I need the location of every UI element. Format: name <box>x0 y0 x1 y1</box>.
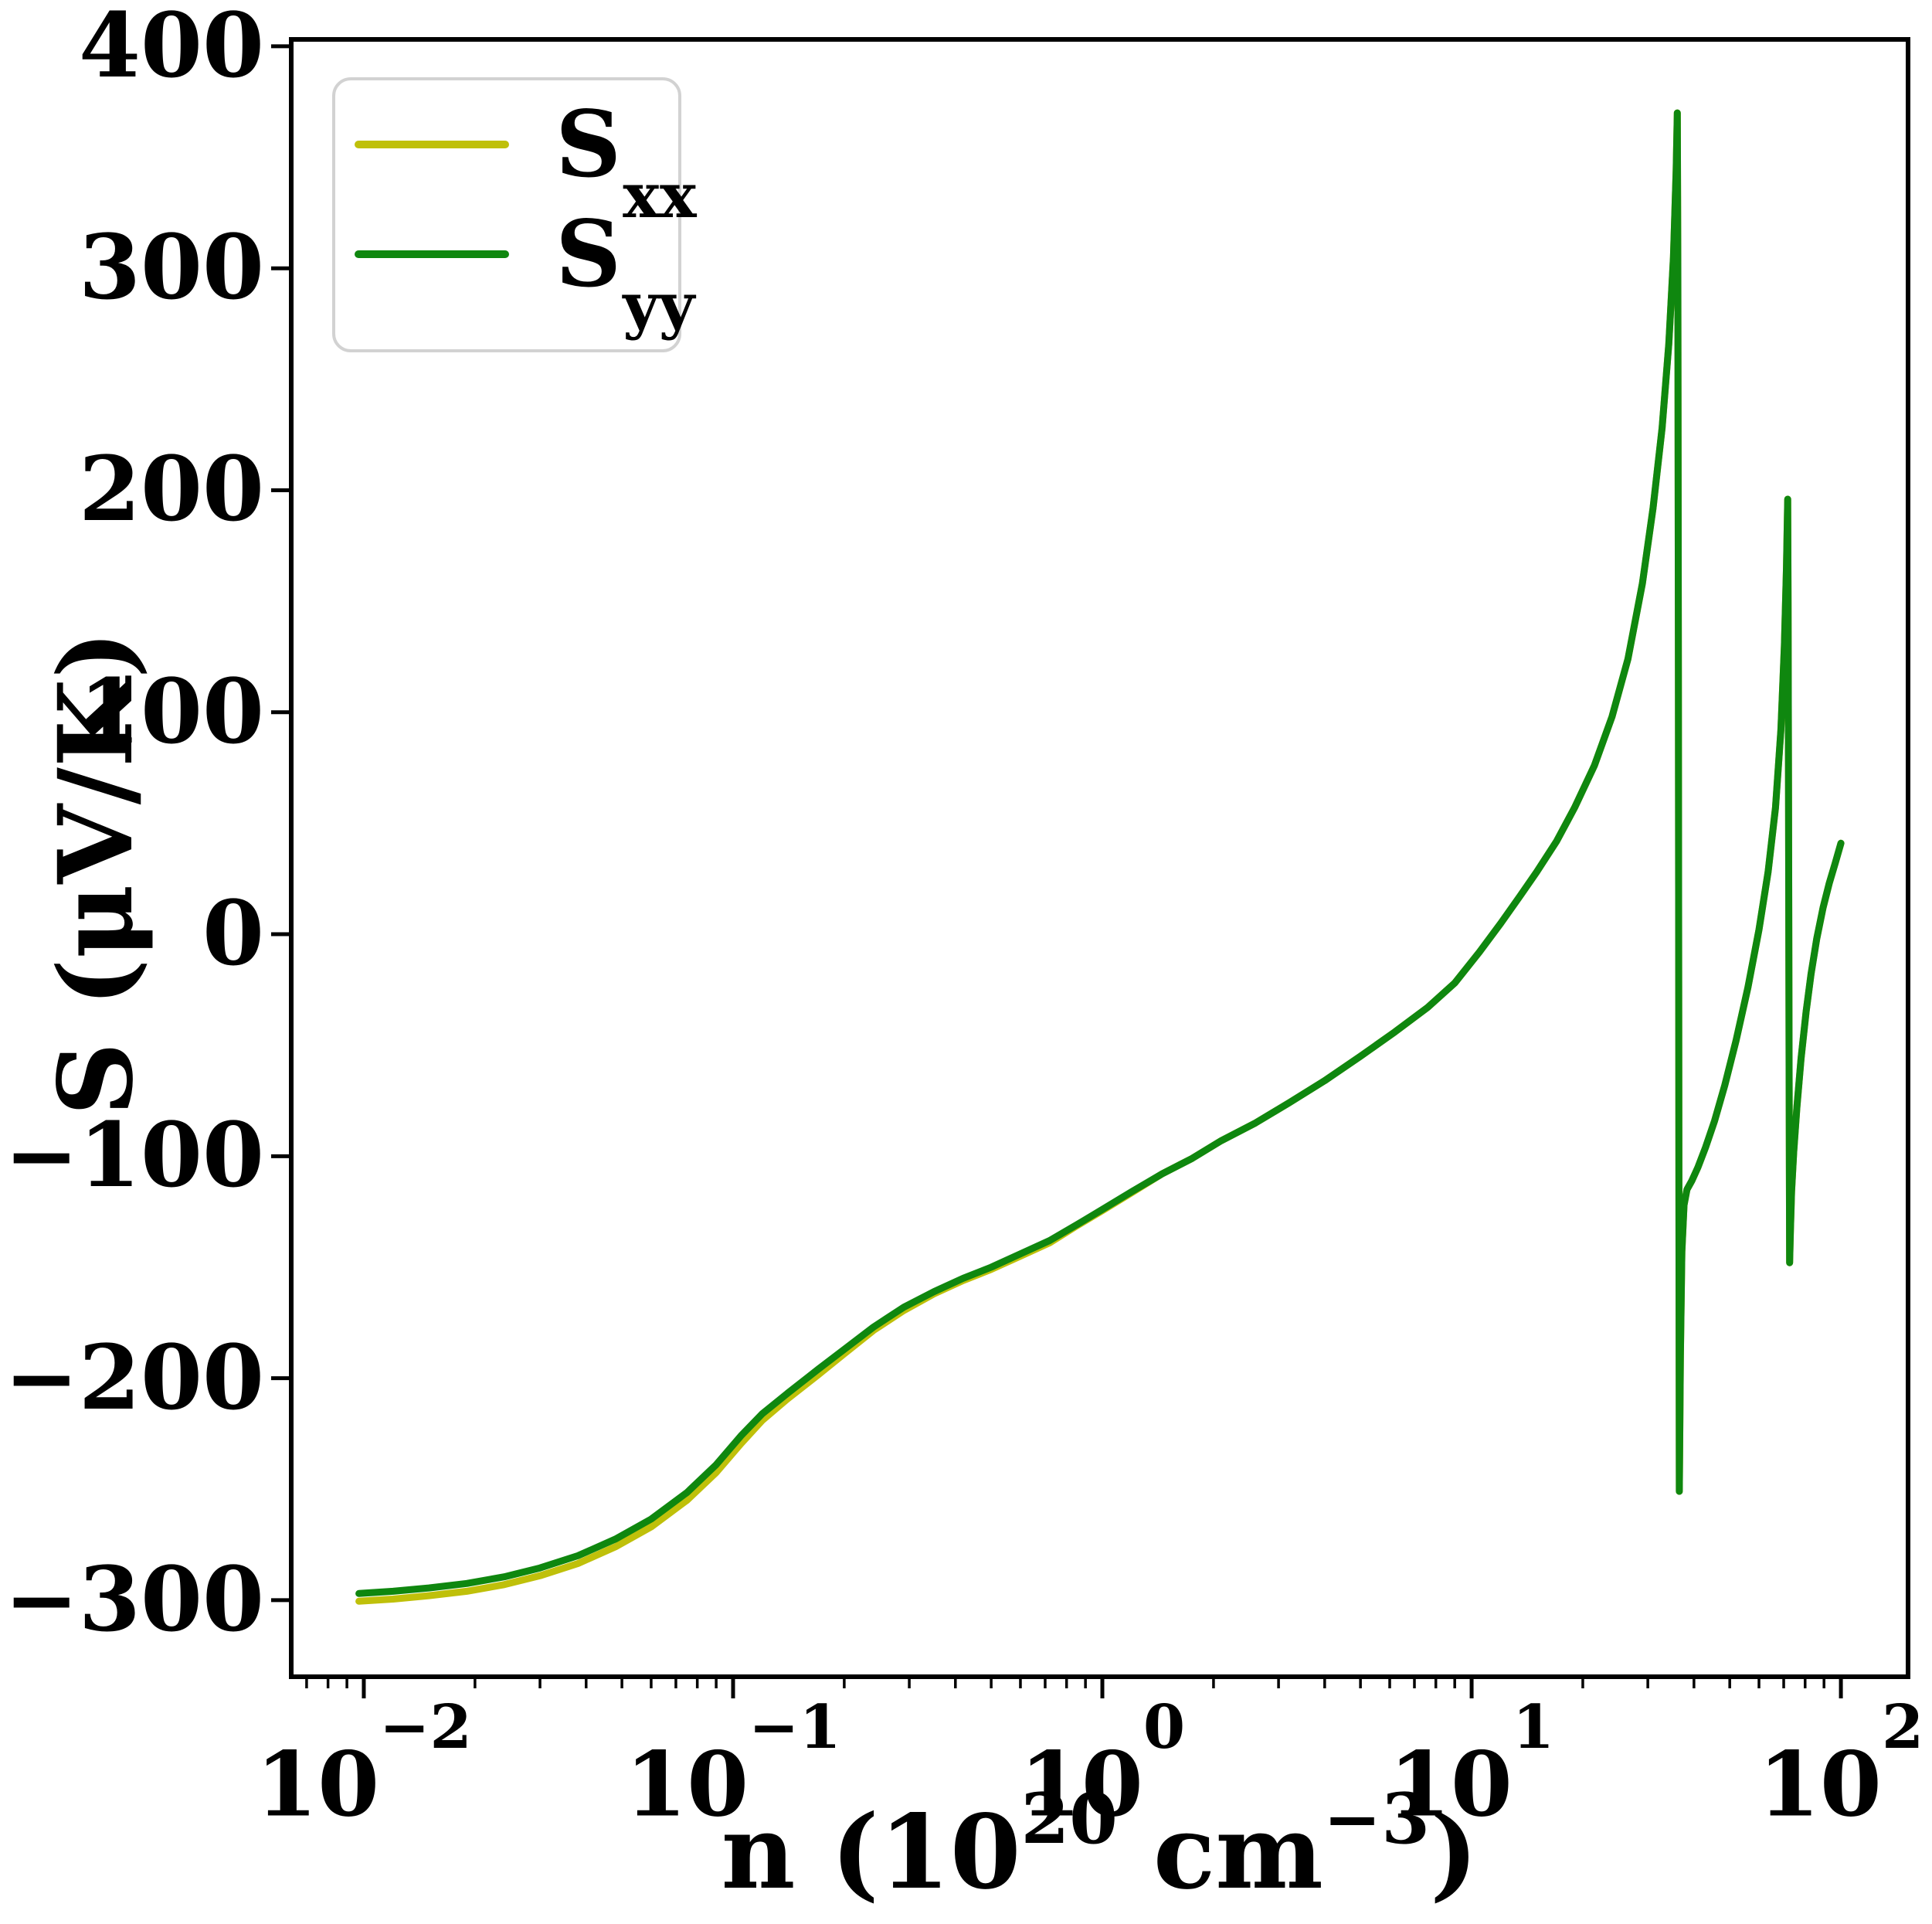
legend-line-xx <box>355 141 509 148</box>
tick-marks <box>271 44 1843 1698</box>
y-tick-label: −200 <box>4 1325 264 1430</box>
x-tick-label: 10−2 <box>225 1692 503 1837</box>
x-tick-label: 10−1 <box>594 1692 872 1837</box>
x-tick-exponent: 0 <box>1143 1692 1186 1763</box>
x-axis-title-exponent-minus3: −3 <box>1323 1778 1430 1860</box>
x-axis-title-suffix: ) <box>1429 1793 1479 1912</box>
x-tick-exponent: −2 <box>379 1692 472 1763</box>
legend-label-yy: Syy <box>555 196 694 342</box>
plot-border <box>289 37 1910 1679</box>
x-tick-base: 10 <box>1757 1732 1882 1837</box>
x-tick-exponent: −1 <box>749 1692 841 1763</box>
x-tick-base: 10 <box>256 1732 380 1837</box>
x-axis-title: n (1020 cm−3) <box>291 1778 1908 1912</box>
x-axis-title-prefix: n (10 <box>721 1793 1021 1912</box>
y-tick-label: 200 <box>78 437 264 542</box>
x-tick-label: 102 <box>1702 1692 1932 1837</box>
y-tick-label: 0 <box>202 882 264 987</box>
y-tick-label: −100 <box>4 1103 264 1208</box>
y-tick-label: −300 <box>4 1547 264 1652</box>
legend-line-yy <box>355 250 509 258</box>
y-tick-label: 400 <box>78 0 264 98</box>
legend-label-subscript: yy <box>623 268 695 342</box>
x-axis-title-exponent-20: 20 <box>1020 1778 1118 1860</box>
legend-label-symbol: S <box>555 90 622 198</box>
x-axis-title-mid: cm <box>1117 1793 1323 1912</box>
curves-group <box>355 109 1845 1605</box>
y-tick-label: 100 <box>78 659 264 764</box>
legend-label-symbol: S <box>555 200 622 308</box>
x-tick-label: 100 <box>963 1692 1241 1837</box>
series-syy-line <box>355 109 1845 1597</box>
legend-box: Sxx Syy <box>332 77 697 352</box>
legend-label-xx: Sxx <box>555 87 697 232</box>
x-tick-exponent: 1 <box>1512 1692 1555 1763</box>
x-tick-label: 101 <box>1333 1692 1611 1837</box>
x-tick-base: 10 <box>625 1732 749 1837</box>
legend-label-subscript: xx <box>623 158 697 232</box>
x-tick-base: 10 <box>1019 1732 1143 1837</box>
y-tick-label: 300 <box>78 216 264 321</box>
x-tick-base: 10 <box>1388 1732 1513 1837</box>
y-axis-title: S (μV/K) <box>36 630 156 1117</box>
x-tick-exponent: 2 <box>1881 1692 1924 1763</box>
